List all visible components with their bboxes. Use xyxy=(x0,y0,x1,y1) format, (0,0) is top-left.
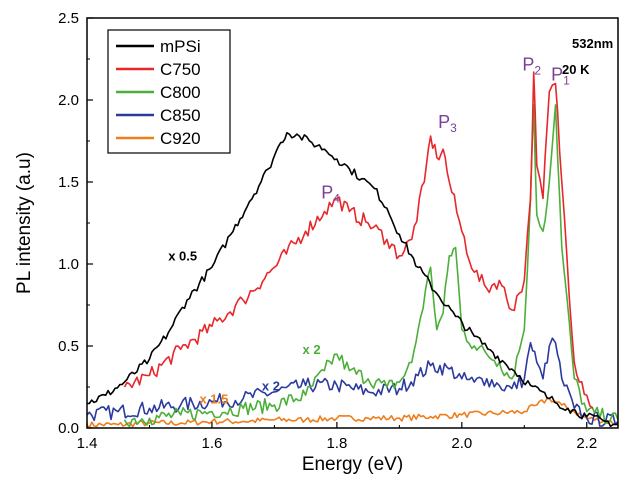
annotations: 532nm 20 K x 0.5 x 2 x 2 x 1.5 P1 P2 P3 P4 xyxy=(168,36,613,406)
legend-entry-c750: C750 xyxy=(160,60,201,79)
y-axis-title: PL intensity (a.u) xyxy=(14,152,35,294)
y-tick-label: 2.0 xyxy=(58,92,79,109)
series-layer xyxy=(87,71,618,428)
y-tick-label: 1.5 xyxy=(58,174,79,191)
y-tick-label: 2.5 xyxy=(58,10,79,27)
series-line-c920 xyxy=(87,397,618,428)
peak-label-p3: P3 xyxy=(438,112,457,135)
scale-factor-label: x 2 xyxy=(262,378,280,393)
peak-label-p2: P2 xyxy=(522,54,541,77)
y-tick-label: 0.5 xyxy=(58,338,79,355)
legend-entry-c800: C800 xyxy=(160,83,201,102)
x-tick-label: 2.2 xyxy=(576,435,597,452)
y-tick-label: 0.0 xyxy=(58,420,79,437)
x-tick-label: 1.6 xyxy=(202,435,223,452)
legend-entry-c920: C920 xyxy=(160,129,201,148)
condition-label: 20 K xyxy=(562,62,590,77)
scale-factor-label: x 2 xyxy=(303,342,321,357)
x-axis-title: Energy (eV) xyxy=(302,454,403,475)
legend-entry-mpsi: mPSi xyxy=(160,37,201,56)
series-line-c750 xyxy=(123,71,594,409)
peak-label-p4: P4 xyxy=(321,182,340,205)
legend: mPSi C750 C800 C850 C920 xyxy=(107,29,231,154)
y-tick-label: 1.0 xyxy=(58,256,79,273)
series-line-mpsi xyxy=(87,132,618,428)
x-tick-label: 1.4 xyxy=(77,435,98,452)
x-tick-label: 2.0 xyxy=(451,435,472,452)
axis-ticks: 1.4 1.6 1.8 2.0 2.2 0.0 0.5 1.0 1.5 2.0 2.5 xyxy=(58,10,597,452)
scale-factor-label: x 1.5 xyxy=(199,391,228,406)
condition-label: 532nm xyxy=(572,36,613,51)
series-line-c800 xyxy=(123,104,618,428)
x-tick-label: 1.8 xyxy=(326,435,347,452)
scale-factor-label: x 0.5 xyxy=(168,249,197,264)
series-line-c850 xyxy=(87,337,618,427)
peak-label-p1: P1 xyxy=(551,64,570,87)
legend-entry-c850: C850 xyxy=(160,106,201,125)
